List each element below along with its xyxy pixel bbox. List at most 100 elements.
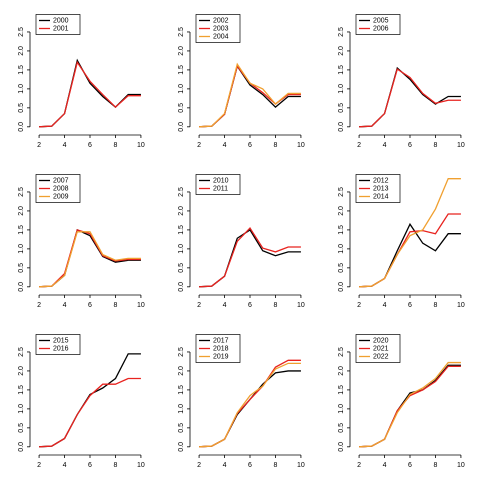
series-line (199, 359, 301, 448)
legend-label: 2013 (373, 185, 389, 192)
x-tick-label: 6 (408, 142, 412, 149)
x-tick-label: 4 (223, 302, 227, 309)
series-line (39, 60, 141, 128)
y-tick-label: 1.5 (18, 225, 25, 235)
x-tick-label: 10 (297, 462, 305, 469)
series-line (39, 353, 141, 448)
x-tick-label: 4 (63, 142, 67, 149)
x-tick-label: 4 (63, 302, 67, 309)
y-tick-label: 1.5 (338, 225, 345, 235)
y-tick-label: 1.0 (178, 244, 185, 254)
y-tick-label: 2.5 (338, 347, 345, 357)
y-tick-label: 1.0 (18, 84, 25, 94)
x-tick-label: 8 (274, 142, 278, 149)
y-tick-label: 2.0 (338, 206, 345, 216)
y-tick-label: 0.0 (18, 442, 25, 452)
x-tick-label: 10 (457, 302, 465, 309)
x-tick-label: 8 (434, 302, 438, 309)
y-tick-label: 0.5 (18, 263, 25, 273)
y-tick-label: 0.0 (18, 282, 25, 292)
y-tick-label: 1.5 (338, 385, 345, 395)
y-tick-label: 1.5 (178, 65, 185, 75)
legend-label: 2015 (53, 337, 69, 344)
x-tick-label: 2 (197, 142, 201, 149)
x-tick-label: 10 (457, 142, 465, 149)
y-tick-label: 1.5 (178, 225, 185, 235)
y-tick-label: 1.5 (178, 385, 185, 395)
series-line (39, 377, 141, 448)
x-tick-label: 4 (223, 142, 227, 149)
x-tick-label: 10 (297, 302, 305, 309)
x-tick-label: 6 (248, 302, 252, 309)
y-tick-label: 0.5 (178, 423, 185, 433)
y-tick-label: 0.0 (178, 442, 185, 452)
x-tick-label: 6 (88, 142, 92, 149)
x-tick-label: 8 (274, 462, 278, 469)
x-tick-label: 10 (137, 142, 145, 149)
legend-label: 2018 (213, 345, 229, 352)
series-line (39, 231, 141, 288)
y-tick-label: 0.5 (338, 263, 345, 273)
legend-box (195, 174, 241, 195)
y-tick-label: 1.0 (338, 244, 345, 254)
legend-label: 2002 (213, 17, 229, 24)
y-tick-label: 0.0 (18, 122, 25, 132)
legend-label: 2017 (213, 337, 229, 344)
legend-label: 2006 (373, 25, 389, 32)
series-line (39, 58, 141, 128)
y-tick-label: 0.0 (338, 282, 345, 292)
y-tick-label: 2.0 (18, 46, 25, 56)
series-line (359, 365, 461, 448)
y-tick-label: 2.0 (178, 46, 185, 56)
y-tick-label: 2.5 (178, 187, 185, 197)
legend-label: 2005 (373, 17, 389, 24)
x-tick-label: 8 (274, 302, 278, 309)
series-line (199, 226, 301, 288)
x-tick-label: 10 (137, 462, 145, 469)
x-tick-label: 10 (297, 142, 305, 149)
x-tick-label: 2 (197, 302, 201, 309)
y-tick-label: 0.0 (178, 282, 185, 292)
x-tick-label: 2 (37, 462, 41, 469)
y-tick-label: 0.0 (338, 122, 345, 132)
legend-label: 2014 (373, 193, 389, 200)
x-tick-label: 6 (408, 302, 412, 309)
x-tick-label: 6 (248, 142, 252, 149)
y-tick-label: 1.0 (338, 404, 345, 414)
y-tick-label: 0.0 (338, 442, 345, 452)
legend-label: 2010 (213, 177, 229, 184)
y-tick-label: 1.0 (178, 84, 185, 94)
y-tick-label: 1.0 (338, 84, 345, 94)
y-tick-label: 2.5 (178, 347, 185, 357)
legend-label: 2011 (213, 185, 228, 192)
x-tick-label: 8 (434, 142, 438, 149)
legend-label: 2007 (53, 177, 69, 184)
y-tick-label: 2.5 (18, 27, 25, 37)
y-tick-label: 2.5 (18, 347, 25, 357)
series-line (359, 361, 461, 448)
y-tick-label: 2.5 (18, 187, 25, 197)
legend-label: 2003 (213, 25, 229, 32)
legend-label: 2012 (373, 177, 389, 184)
legend-box (35, 334, 81, 355)
series-line (359, 222, 461, 288)
x-tick-label: 2 (357, 142, 361, 149)
x-tick-label: 4 (383, 302, 387, 309)
y-tick-label: 2.5 (338, 27, 345, 37)
y-tick-label: 2.0 (18, 206, 25, 216)
y-tick-label: 2.0 (178, 206, 185, 216)
x-tick-label: 4 (223, 462, 227, 469)
x-tick-label: 2 (37, 142, 41, 149)
y-tick-label: 2.5 (338, 187, 345, 197)
y-tick-label: 0.5 (18, 103, 25, 113)
legend-box (35, 14, 81, 35)
x-tick-label: 4 (63, 462, 67, 469)
legend-label: 2022 (373, 353, 389, 360)
